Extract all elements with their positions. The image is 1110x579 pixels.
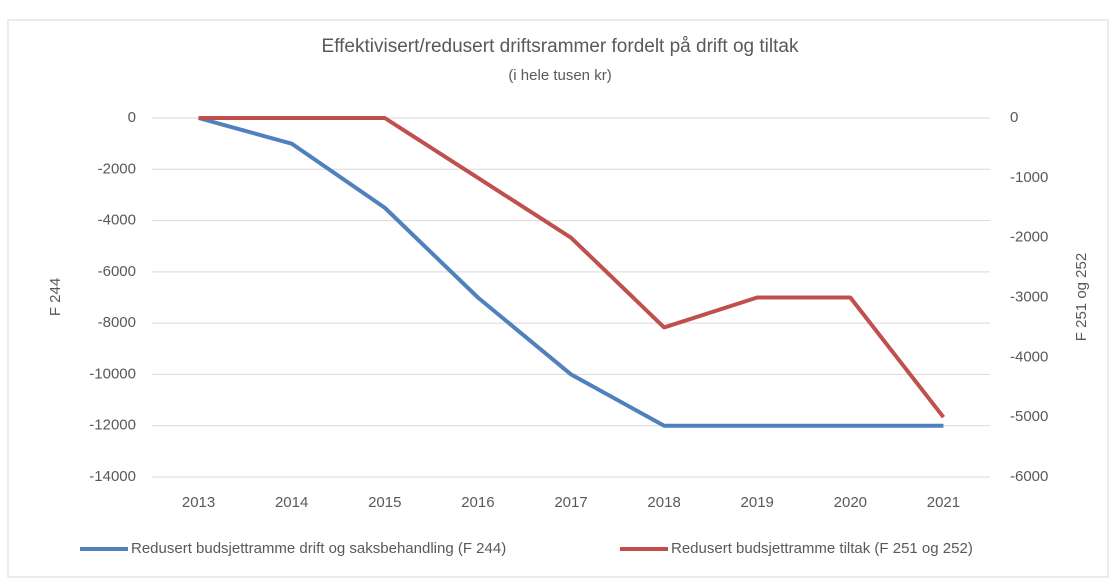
y-tick-label: -12000 xyxy=(89,417,136,434)
y-tick-label: -4000 xyxy=(98,212,136,229)
y-tick-label: -8000 xyxy=(98,314,136,331)
y-tick-label: -14000 xyxy=(89,468,136,485)
y2-tick-label: -6000 xyxy=(1010,468,1048,485)
y-tick-label: -10000 xyxy=(89,365,136,382)
y2-axis-label: F 251 og 252 xyxy=(1073,253,1090,341)
y2-tick-label: -4000 xyxy=(1010,348,1048,365)
y2-tick-label: -3000 xyxy=(1010,288,1048,305)
y2-tick-label: -5000 xyxy=(1010,408,1048,425)
y2-tick-label: -1000 xyxy=(1010,169,1048,186)
x-tick-label: 2021 xyxy=(927,494,960,511)
y-tick-label: -6000 xyxy=(98,263,136,280)
x-tick-label: 2016 xyxy=(461,494,494,511)
x-tick-label: 2014 xyxy=(275,494,308,511)
chart-title: Effektivisert/redusert driftsrammer ford… xyxy=(322,36,799,57)
y2-tick-label: 0 xyxy=(1010,109,1018,126)
line-series xyxy=(198,116,946,419)
legend-label: Redusert budsjettramme drift og saksbeha… xyxy=(131,540,506,557)
x-tick-label: 2018 xyxy=(647,494,680,511)
y-tick-label: -2000 xyxy=(98,160,136,177)
chart-subtitle: (i hele tusen kr) xyxy=(508,67,611,84)
x-tick-label: 2019 xyxy=(741,494,774,511)
y-axis-label: F 244 xyxy=(47,278,64,316)
x-tick-label: 2020 xyxy=(834,494,867,511)
legend-label: Redusert budsjettramme tiltak (F 251 og … xyxy=(671,540,973,557)
x-tick-label: 2017 xyxy=(554,494,587,511)
y-tick-label: 0 xyxy=(128,109,136,126)
x-tick-label: 2013 xyxy=(182,494,215,511)
y2-tick-label: -2000 xyxy=(1010,229,1048,246)
line-series xyxy=(198,116,944,428)
chart-border xyxy=(7,19,1109,578)
x-tick-label: 2015 xyxy=(368,494,401,511)
